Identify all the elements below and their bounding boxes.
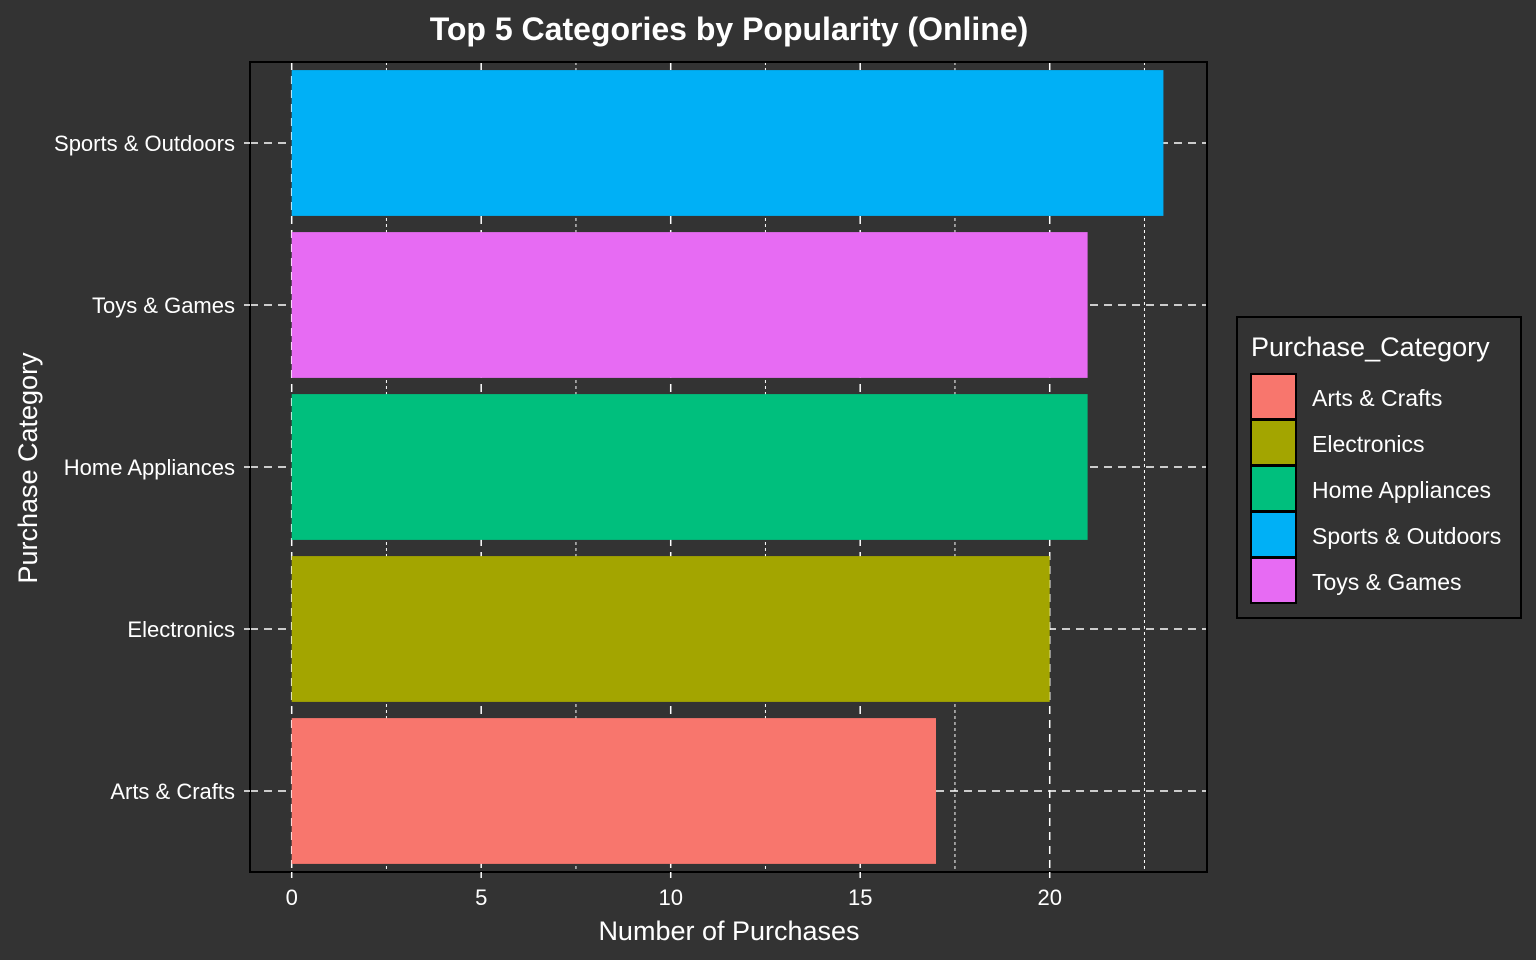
legend-swatch (1250, 373, 1297, 420)
bar-electronics (291, 556, 1050, 702)
y-tick-label: Sports & Outdoors (54, 131, 235, 156)
legend-label: Electronics (1312, 431, 1424, 457)
x-axis: 0 5 10 15 20 (286, 872, 1062, 910)
legend-label: Sports & Outdoors (1312, 523, 1501, 549)
legend-swatch (1250, 557, 1297, 604)
x-tick-label: 0 (286, 885, 298, 910)
y-tick-label: Toys & Games (92, 293, 235, 318)
y-tick-label: Electronics (127, 617, 235, 642)
legend-label: Home Appliances (1312, 477, 1491, 503)
y-tick-label: Arts & Crafts (110, 779, 235, 804)
bar-arts-crafts (291, 718, 937, 864)
y-tick-label: Home Appliances (64, 455, 235, 480)
legend-swatch (1250, 419, 1297, 466)
plot-area: Sports & Outdoors Toys & Games Home Applia… (54, 61, 1208, 910)
bar-toys-games (291, 232, 1088, 378)
legend-title: Purchase_Category (1251, 332, 1490, 362)
legend-swatch (1250, 511, 1297, 558)
y-axis-title: Purchase Category (13, 352, 43, 584)
bars (291, 70, 1164, 864)
x-tick-label: 15 (848, 885, 872, 910)
x-tick-label: 20 (1037, 885, 1061, 910)
bar-home-appliances (291, 394, 1088, 540)
chart-title: Top 5 Categories by Popularity (Online) (430, 11, 1029, 47)
x-axis-title: Number of Purchases (598, 916, 859, 946)
bar-sports-outdoors (291, 70, 1164, 216)
y-axis: Sports & Outdoors Toys & Games Home Applia… (54, 131, 250, 804)
legend-swatch (1250, 465, 1297, 512)
legend-label: Toys & Games (1312, 569, 1462, 595)
x-tick-label: 10 (658, 885, 682, 910)
legend-items: Arts & Crafts Electronics Home Appliances S… (1250, 373, 1501, 604)
x-tick-label: 5 (475, 885, 487, 910)
legend: Purchase_Category Arts & Crafts Electroni… (1236, 316, 1522, 619)
legend-label: Arts & Crafts (1312, 385, 1442, 411)
